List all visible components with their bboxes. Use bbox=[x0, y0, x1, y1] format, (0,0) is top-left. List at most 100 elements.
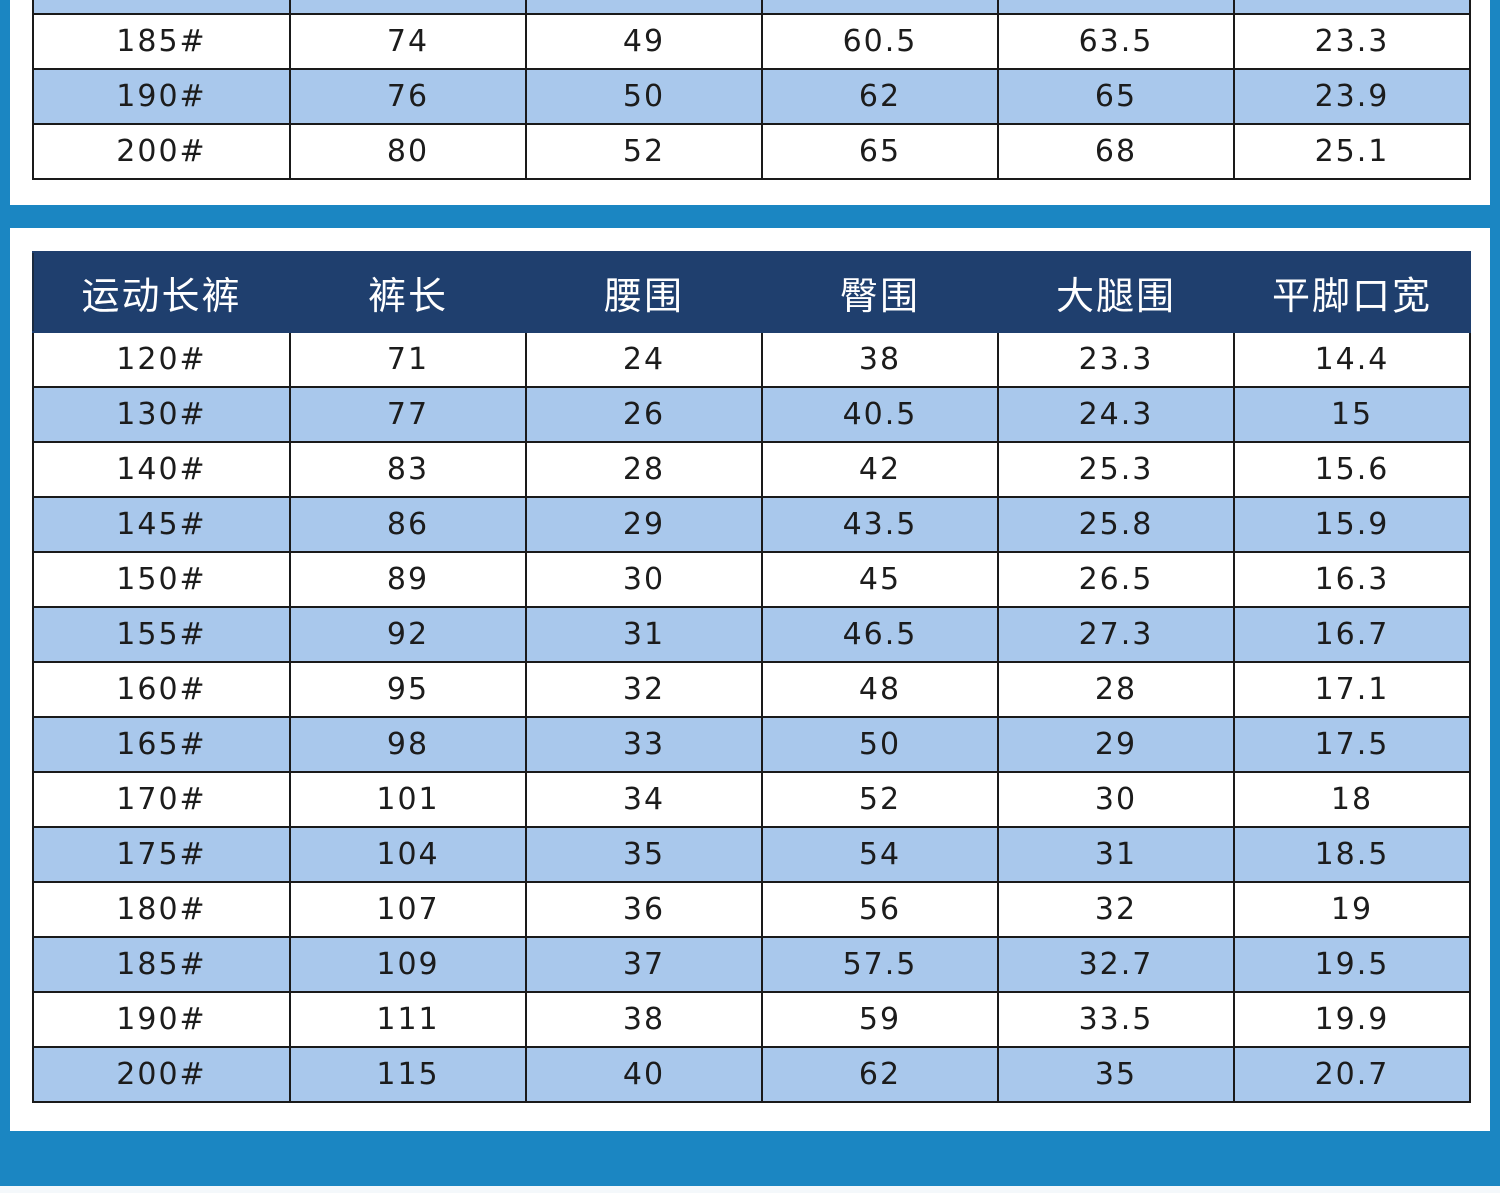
table-cell: 49 bbox=[525, 13, 763, 70]
table-cell: 200# bbox=[32, 123, 291, 180]
table-cell: 140# bbox=[32, 441, 291, 498]
table-cell: 72 bbox=[289, 0, 527, 15]
table-cell: 40 bbox=[525, 1046, 763, 1103]
table-cell: 23.9 bbox=[1233, 68, 1471, 125]
table-cell: 150# bbox=[32, 551, 291, 608]
table-cell: 31 bbox=[525, 606, 763, 663]
table-cell: 25.1 bbox=[1233, 123, 1471, 180]
table-cell: 28 bbox=[525, 441, 763, 498]
table-cell: 56 bbox=[761, 881, 999, 938]
table-cell: 14.4 bbox=[1233, 331, 1471, 388]
table-row: 180# 107 36 56 32 19 bbox=[32, 881, 1471, 938]
table-cell: 23.3 bbox=[1233, 13, 1471, 70]
table-cell: 17.5 bbox=[1233, 716, 1471, 773]
table-cell: 80 bbox=[289, 123, 527, 180]
table-cell: 107 bbox=[289, 881, 527, 938]
table-row: 175# 104 35 54 31 18.5 bbox=[32, 826, 1471, 883]
table-cell: 77 bbox=[289, 386, 527, 443]
table-cell: 18.5 bbox=[1233, 826, 1471, 883]
table-cell: 155# bbox=[32, 606, 291, 663]
table-cell: 92 bbox=[289, 606, 527, 663]
table-cell: 60.5 bbox=[761, 13, 999, 70]
table-cell: 68 bbox=[997, 123, 1235, 180]
table-cell: 185# bbox=[32, 13, 291, 70]
table-cell: 30 bbox=[525, 551, 763, 608]
table-cell: 180# bbox=[32, 0, 291, 15]
table-cell: 16.3 bbox=[1233, 551, 1471, 608]
table-cell: 32.7 bbox=[997, 936, 1235, 993]
table-row: 140# 83 28 42 25.3 15.6 bbox=[32, 441, 1471, 498]
table-row: 160# 95 32 48 28 17.1 bbox=[32, 661, 1471, 718]
table-cell: 52 bbox=[525, 123, 763, 180]
footer-strip bbox=[0, 1186, 1500, 1193]
table-cell: 40.5 bbox=[761, 386, 999, 443]
table-row: 150# 89 30 45 26.5 16.3 bbox=[32, 551, 1471, 608]
header-cell: 运动长裤 bbox=[32, 251, 291, 333]
header-cell: 大腿围 bbox=[997, 251, 1235, 333]
table-cell: 62 bbox=[761, 68, 999, 125]
table-cell: 52 bbox=[761, 771, 999, 828]
table-cell: 63.5 bbox=[997, 13, 1235, 70]
table-cell: 86 bbox=[289, 496, 527, 553]
table-row: 185# 74 49 60.5 63.5 23.3 bbox=[32, 13, 1471, 70]
table-cell: 50 bbox=[761, 716, 999, 773]
table-row: 180#7248596222.7 bbox=[32, 0, 1471, 15]
table-cell: 62 bbox=[761, 1046, 999, 1103]
table-cell: 38 bbox=[761, 331, 999, 388]
size-table: 180#7248596222.7185#744960.563.523.3190#… bbox=[32, 0, 1471, 180]
table-cell: 25.8 bbox=[997, 496, 1235, 553]
table-cell: 145# bbox=[32, 496, 291, 553]
table-cell: 15 bbox=[1233, 386, 1471, 443]
table-cell: 54 bbox=[761, 826, 999, 883]
table-cell: 165# bbox=[32, 716, 291, 773]
table-cell: 101 bbox=[289, 771, 527, 828]
table-cell: 19.5 bbox=[1233, 936, 1471, 993]
table-cell: 33 bbox=[525, 716, 763, 773]
table-cell: 130# bbox=[32, 386, 291, 443]
table-cell: 27.3 bbox=[997, 606, 1235, 663]
table-cell: 185# bbox=[32, 936, 291, 993]
table-cell: 120# bbox=[32, 331, 291, 388]
table-cell: 65 bbox=[997, 68, 1235, 125]
header-row: 运动长裤 裤长 腰围 臀围 大腿围 平脚口宽 bbox=[32, 251, 1471, 333]
table-cell: 175# bbox=[32, 826, 291, 883]
table-cell: 83 bbox=[289, 441, 527, 498]
table-cell: 36 bbox=[525, 881, 763, 938]
table-cell: 76 bbox=[289, 68, 527, 125]
size-table: 运动长裤 裤长 腰围 臀围 大腿围 平脚口宽 120# 71 24 38 23.3 14.4 130# 7… bbox=[32, 251, 1471, 1103]
table-cell: 48 bbox=[525, 0, 763, 15]
table-row: 165# 98 33 50 29 17.5 bbox=[32, 716, 1471, 773]
table-cell: 16.7 bbox=[1233, 606, 1471, 663]
table-cell: 170# bbox=[32, 771, 291, 828]
table-row: 120# 71 24 38 23.3 14.4 bbox=[32, 331, 1471, 388]
table-cell: 18 bbox=[1233, 771, 1471, 828]
header-cell: 臀围 bbox=[761, 251, 999, 333]
table-cell: 104 bbox=[289, 826, 527, 883]
table-cell: 190# bbox=[32, 68, 291, 125]
table-cell: 48 bbox=[761, 661, 999, 718]
table-cell: 35 bbox=[525, 826, 763, 883]
table-cell: 19.9 bbox=[1233, 991, 1471, 1048]
table-cell: 200# bbox=[32, 1046, 291, 1103]
table-cell: 32 bbox=[525, 661, 763, 718]
table-cell: 22.7 bbox=[1233, 0, 1471, 15]
bottom-panel: 运动长裤 裤长 腰围 臀围 大腿围 平脚口宽 120# 71 24 38 23.3 14.4 130# 7… bbox=[10, 228, 1490, 1131]
table-row: 190# 76 50 62 65 23.9 bbox=[32, 68, 1471, 125]
table-cell: 29 bbox=[525, 496, 763, 553]
table-cell: 57.5 bbox=[761, 936, 999, 993]
table-cell: 28 bbox=[997, 661, 1235, 718]
table-cell: 50 bbox=[525, 68, 763, 125]
table-cell: 32 bbox=[997, 881, 1235, 938]
header-cell: 腰围 bbox=[525, 251, 763, 333]
table-cell: 43.5 bbox=[761, 496, 999, 553]
table-row: 170# 101 34 52 30 18 bbox=[32, 771, 1471, 828]
table-cell: 65 bbox=[761, 123, 999, 180]
table-cell: 24.3 bbox=[997, 386, 1235, 443]
table-cell: 26 bbox=[525, 386, 763, 443]
table-row: 200# 115 40 62 35 20.7 bbox=[32, 1046, 1471, 1103]
table-cell: 180# bbox=[32, 881, 291, 938]
header-cell: 裤长 bbox=[289, 251, 527, 333]
table-cell: 26.5 bbox=[997, 551, 1235, 608]
table-cell: 98 bbox=[289, 716, 527, 773]
